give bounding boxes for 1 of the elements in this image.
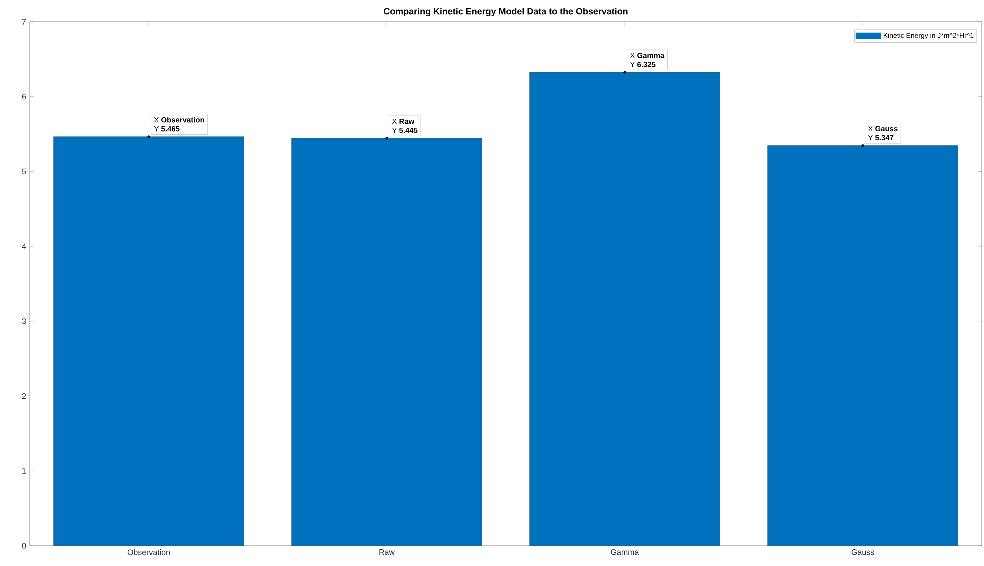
chart-title: Comparing Kinetic Energy Model Data to the Observation: [384, 8, 628, 17]
